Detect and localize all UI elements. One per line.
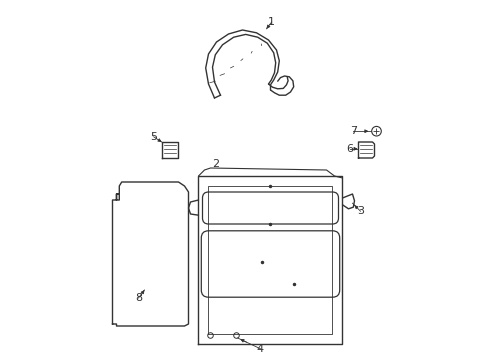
- Text: 6: 6: [346, 144, 352, 154]
- Text: 3: 3: [356, 206, 363, 216]
- Text: 4: 4: [256, 344, 264, 354]
- Text: 2: 2: [211, 159, 219, 169]
- Text: 7: 7: [349, 126, 356, 136]
- Text: 8: 8: [135, 293, 142, 303]
- Text: 5: 5: [150, 132, 157, 142]
- Text: 1: 1: [267, 17, 275, 27]
